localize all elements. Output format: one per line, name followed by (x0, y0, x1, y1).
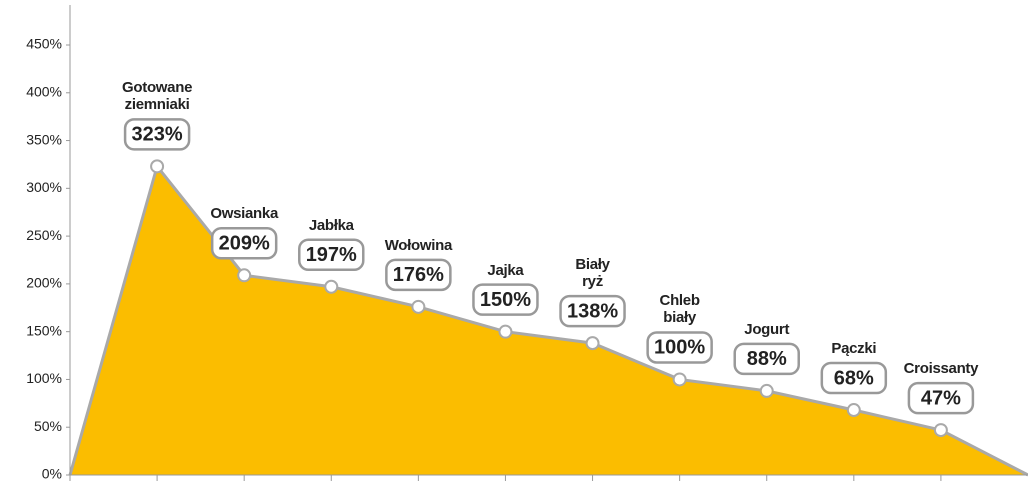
value-pill: 323% (125, 119, 189, 149)
data-point (325, 281, 337, 293)
category-label: Jabłka (309, 217, 354, 234)
value-pill: 138% (561, 296, 625, 326)
value-pill: 197% (299, 240, 363, 270)
category-label: Owsianka (210, 205, 278, 222)
value-pill: 150% (473, 285, 537, 315)
value-label: 138% (567, 300, 618, 322)
category-label: Biały ryż (575, 256, 609, 290)
y-tick-label: 300% (26, 179, 62, 195)
value-pill: 176% (386, 260, 450, 290)
y-tick-label: 100% (26, 370, 62, 386)
value-label: 100% (654, 337, 705, 359)
category-label: Gotowane ziemniaki (122, 79, 192, 113)
data-point (761, 385, 773, 397)
category-label: Chleb biały (660, 292, 700, 326)
value-label: 47% (921, 387, 961, 409)
category-label: Wołowina (385, 237, 452, 254)
category-label: Pączki (831, 340, 876, 357)
data-point (587, 337, 599, 349)
value-pill: 100% (648, 332, 712, 362)
y-tick-label: 450% (26, 36, 62, 52)
y-tick-label: 200% (26, 275, 62, 291)
data-point (151, 160, 163, 172)
value-label: 323% (132, 124, 183, 146)
data-point (848, 404, 860, 416)
value-pill: 47% (909, 383, 973, 413)
y-tick-label: 150% (26, 322, 62, 338)
value-label: 68% (834, 367, 874, 389)
y-tick-label: 50% (34, 418, 62, 434)
data-point (499, 326, 511, 338)
category-label: Croissanty (904, 360, 979, 377)
data-point (674, 373, 686, 385)
value-label: 209% (219, 233, 270, 255)
data-point (412, 301, 424, 313)
y-tick-label: 0% (42, 466, 62, 481)
value-pill: 68% (822, 363, 886, 393)
value-label: 176% (393, 264, 444, 286)
y-tick-label: 400% (26, 83, 62, 99)
category-label: Jajka (487, 262, 523, 279)
chart: 0% 50% 100% 150% 200% 250% 300% 350% 400% 450% 323… (0, 0, 1028, 481)
y-tick-label: 250% (26, 227, 62, 243)
data-point (238, 269, 250, 281)
value-label: 150% (480, 289, 531, 311)
value-label: 88% (747, 348, 787, 370)
value-pill: 209% (212, 228, 276, 258)
chart-svg: 0% 50% 100% 150% 200% 250% 300% 350% 400% 450% 323… (0, 0, 1028, 481)
value-pill: 88% (735, 344, 799, 374)
y-tick-label: 350% (26, 131, 62, 147)
value-label: 197% (306, 244, 357, 266)
data-point (935, 424, 947, 436)
category-label: Jogurt (744, 321, 789, 338)
